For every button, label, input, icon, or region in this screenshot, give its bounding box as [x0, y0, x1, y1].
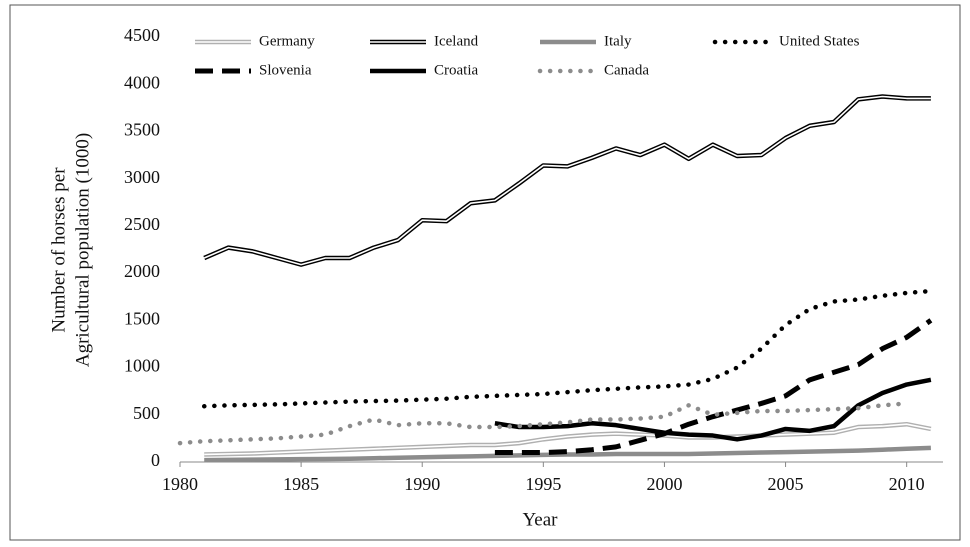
y-tick-label: 4500 [124, 25, 160, 45]
series-line [494, 377, 932, 442]
x-tick-label: 1995 [525, 474, 561, 494]
x-tick-label: 2005 [768, 474, 804, 494]
legend-label: Germany [259, 33, 315, 49]
series-line [201, 288, 934, 409]
y-tick-label: 1000 [124, 356, 160, 376]
frame [9, 4, 961, 541]
y-axis-label: Number of horses per Agricultural popula… [48, 133, 93, 367]
legend-item: Italy [540, 33, 632, 49]
legend-label: Italy [604, 33, 632, 49]
series-line [494, 318, 933, 456]
legend-label: Slovenia [259, 62, 312, 78]
x-axis-label: Year [522, 509, 558, 530]
legend-item: Iceland [370, 33, 479, 49]
y-axis-label-line: Agricultural population (1000) [72, 133, 93, 367]
y-tick-label: 2500 [124, 214, 160, 234]
series-line-inner [203, 95, 931, 266]
y-tick-label: 4000 [124, 72, 160, 92]
y-tick-label: 3000 [124, 167, 160, 187]
legend-label: Canada [604, 62, 649, 78]
series-line [204, 445, 931, 463]
legend-label: Iceland [434, 33, 479, 49]
series-line [177, 401, 909, 446]
y-axis-label-line: Number of horses per [48, 167, 69, 333]
x-tick-label: 2010 [889, 474, 925, 494]
y-tick-label: 0 [151, 450, 160, 470]
x-tick-label: 1980 [162, 474, 198, 494]
x-tick-label: 1990 [404, 474, 440, 494]
legend-label: United States [779, 33, 860, 49]
y-tick-label: 2000 [124, 261, 160, 281]
series-line [203, 94, 931, 267]
legend-item: Germany [195, 33, 315, 49]
legend-item: Croatia [370, 62, 478, 78]
legend-item: Canada [537, 62, 649, 78]
series-line-inner [204, 423, 932, 456]
legend-item: Slovenia [195, 62, 312, 78]
x-tick-label: 2000 [646, 474, 682, 494]
x-tick-label: 1985 [283, 474, 319, 494]
legend-label: Croatia [434, 62, 478, 78]
y-tick-label: 1500 [124, 308, 160, 328]
legend-item: United States [712, 33, 860, 49]
y-tick-label: 3500 [124, 120, 160, 140]
y-tick-label: 500 [133, 403, 160, 423]
